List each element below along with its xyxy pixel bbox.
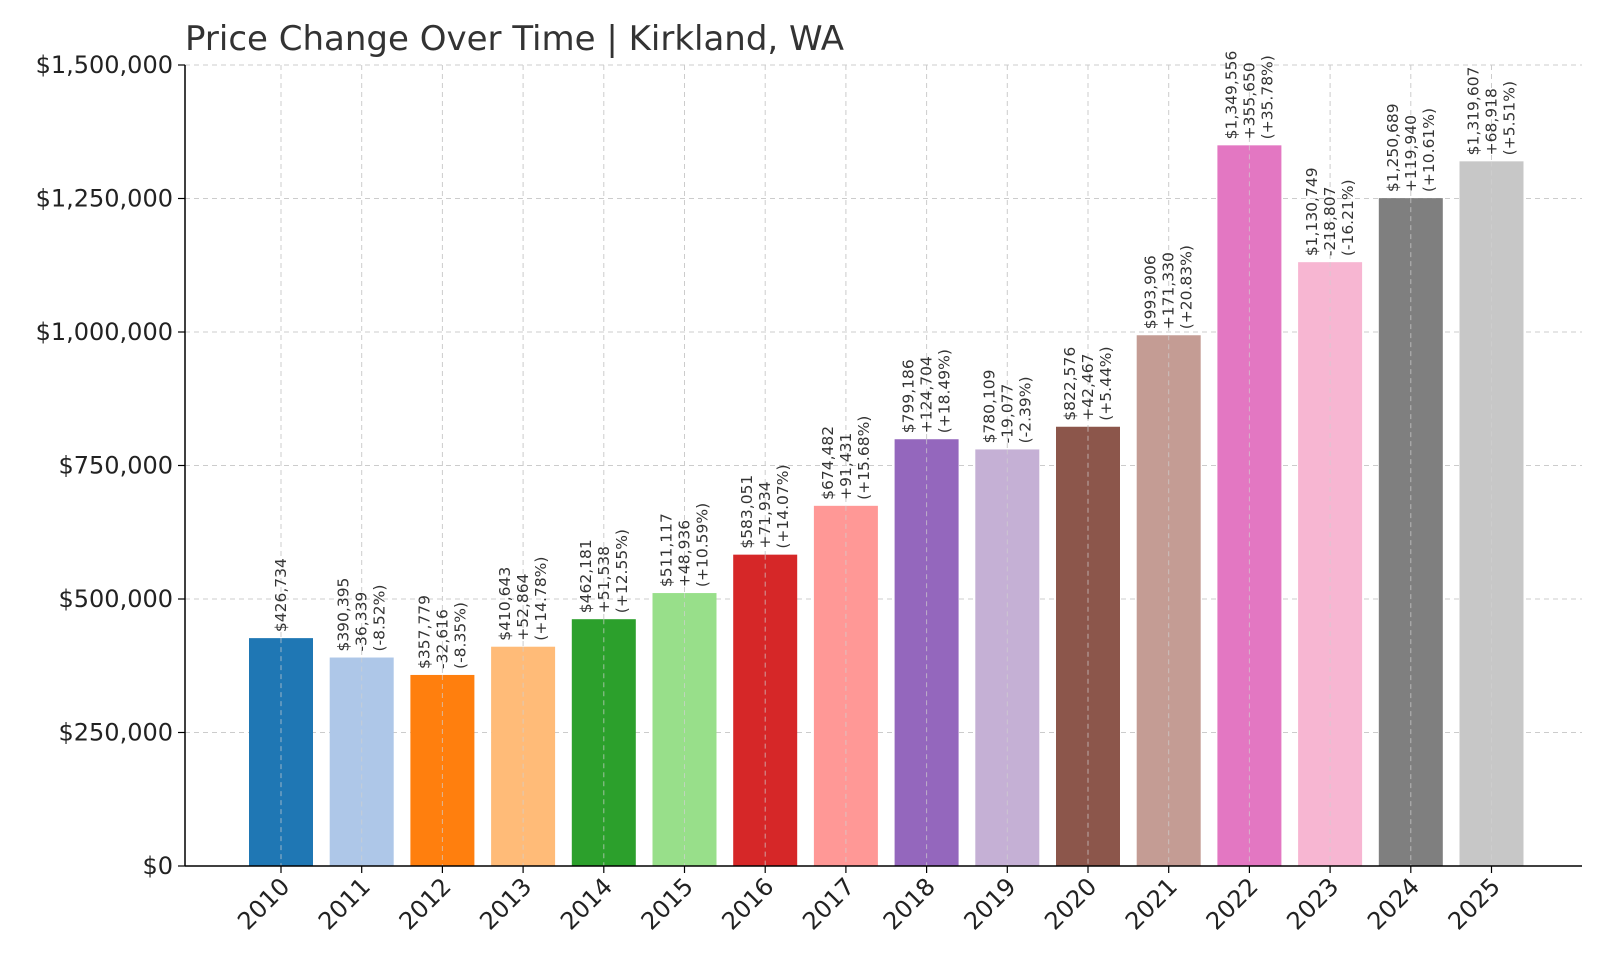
- bar-data-label: +355,650: [1240, 62, 1258, 139]
- bar-data-label: $511,117: [658, 513, 676, 587]
- bar-data-label: +124,704: [918, 356, 936, 433]
- y-tick-label: $1,000,000: [36, 318, 173, 346]
- bar-data-label: $1,349,556: [1222, 51, 1240, 140]
- x-tick-label: 2016: [716, 872, 779, 935]
- x-tick-label: 2014: [555, 872, 618, 935]
- bar-data-label: +48,936: [676, 520, 694, 587]
- bar-data-label: (+20.83%): [1178, 245, 1196, 329]
- bar-data-label: +52,864: [514, 573, 532, 640]
- bar-data-label: (+35.78%): [1258, 55, 1276, 139]
- y-tick-label: $0: [142, 852, 173, 880]
- x-axis-ticks: 2010 2011 2012 2013 2014 2015 2016 2017 2018 2019…: [232, 866, 1506, 935]
- gridlines: [185, 64, 1582, 866]
- y-tick-label: $1,500,000: [36, 51, 173, 79]
- bar-data-label: +71,934: [756, 481, 774, 548]
- bar-data-label: (-8.52%): [371, 585, 389, 652]
- bar-data-label: $674,482: [819, 426, 837, 500]
- y-tick-label: $1,250,000: [36, 185, 173, 213]
- bar-data-label: $583,051: [738, 475, 756, 549]
- bar-data-label: (+14.07%): [774, 464, 792, 548]
- bar-data-label: $410,643: [496, 567, 514, 641]
- bar-data-label: (+10.61%): [1420, 108, 1438, 192]
- bar-data-label: -19,077: [998, 384, 1016, 444]
- bar-data-label: $426,734: [272, 558, 290, 632]
- bar-data-label: $462,181: [577, 539, 595, 613]
- bar-data-label: +91,431: [837, 433, 855, 500]
- bar-data-label: +51,538: [595, 546, 613, 613]
- bar-data-label: (+15.68%): [855, 416, 873, 500]
- bar-data-label: (-8.35%): [451, 602, 469, 669]
- bar-2014: [571, 619, 636, 866]
- x-tick-label: 2025: [1443, 872, 1506, 935]
- bar-data-label: -218,807: [1321, 186, 1339, 256]
- bar-data-label: (-16.21%): [1339, 179, 1357, 256]
- x-tick-label: 2019: [959, 872, 1022, 935]
- bar-data-label: (+10.59%): [694, 503, 712, 587]
- bar-data-label: +119,940: [1402, 115, 1420, 192]
- x-tick-label: 2012: [394, 872, 457, 935]
- x-tick-label: 2015: [636, 872, 699, 935]
- bar-data-label: (+12.55%): [613, 529, 631, 613]
- bar-data-label: $1,319,607: [1465, 67, 1483, 156]
- bar-data-label: $390,395: [335, 578, 353, 652]
- x-tick-label: 2017: [797, 872, 860, 935]
- x-tick-label: 2022: [1201, 872, 1264, 935]
- x-tick-label: 2023: [1281, 872, 1344, 935]
- bar-data-label: $822,576: [1061, 347, 1079, 421]
- bar-data-label: (-2.39%): [1016, 376, 1034, 443]
- bar-data-label: (+18.49%): [936, 349, 954, 433]
- y-tick-label: $750,000: [58, 452, 173, 480]
- bar-data-label: $799,186: [900, 359, 918, 433]
- bar-data-label: $1,250,689: [1384, 103, 1402, 192]
- chart-title: Price Change Over Time | Kirkland, WA: [185, 19, 844, 59]
- bar-labels: $426,734 $390,395 -36,339 (-8.52%) $357,779-…: [272, 51, 1519, 669]
- bar-data-label: -36,339: [353, 592, 371, 652]
- x-tick-label: 2024: [1362, 872, 1425, 935]
- bar-data-label: +171,330: [1160, 252, 1178, 329]
- bar-data-label: $357,779: [415, 595, 433, 669]
- bar-data-label: (+14.78%): [532, 557, 550, 641]
- x-tick-label: 2021: [1120, 872, 1183, 935]
- bar-data-label: $1,130,749: [1303, 167, 1321, 256]
- y-tick-label: $500,000: [58, 585, 173, 613]
- bar-data-label: $993,906: [1142, 255, 1160, 329]
- bar-data-label: (+5.51%): [1501, 81, 1519, 155]
- y-tick-label: $250,000: [58, 719, 173, 747]
- bar-data-label: +42,467: [1079, 354, 1097, 421]
- bars: [249, 145, 1524, 867]
- x-tick-label: 2013: [474, 872, 537, 935]
- x-tick-label: 2020: [1039, 872, 1102, 935]
- bar-data-label: -32,616: [433, 609, 451, 669]
- x-tick-label: 2018: [878, 872, 941, 935]
- y-axis-ticks: $0 $250,000 $500,000 $750,000 $1,000,000 $1,2…: [36, 51, 185, 880]
- x-tick-label: 2011: [313, 872, 376, 935]
- x-tick-label: 2010: [232, 872, 295, 935]
- bar-data-label: (+5.44%): [1097, 346, 1115, 420]
- bar-data-label: $780,109: [980, 369, 998, 443]
- bar-data-label: +68,918: [1483, 88, 1501, 155]
